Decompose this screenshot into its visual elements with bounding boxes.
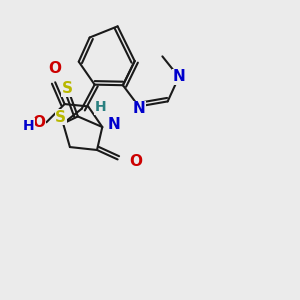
Text: S: S <box>61 81 73 96</box>
Text: O: O <box>49 61 62 76</box>
Text: H: H <box>23 119 34 133</box>
Text: O: O <box>32 115 45 130</box>
Text: N: N <box>132 101 145 116</box>
Text: O: O <box>129 154 142 169</box>
Text: H: H <box>95 100 106 114</box>
Text: N: N <box>173 70 186 85</box>
Text: N: N <box>108 117 120 132</box>
Text: S: S <box>55 110 66 124</box>
